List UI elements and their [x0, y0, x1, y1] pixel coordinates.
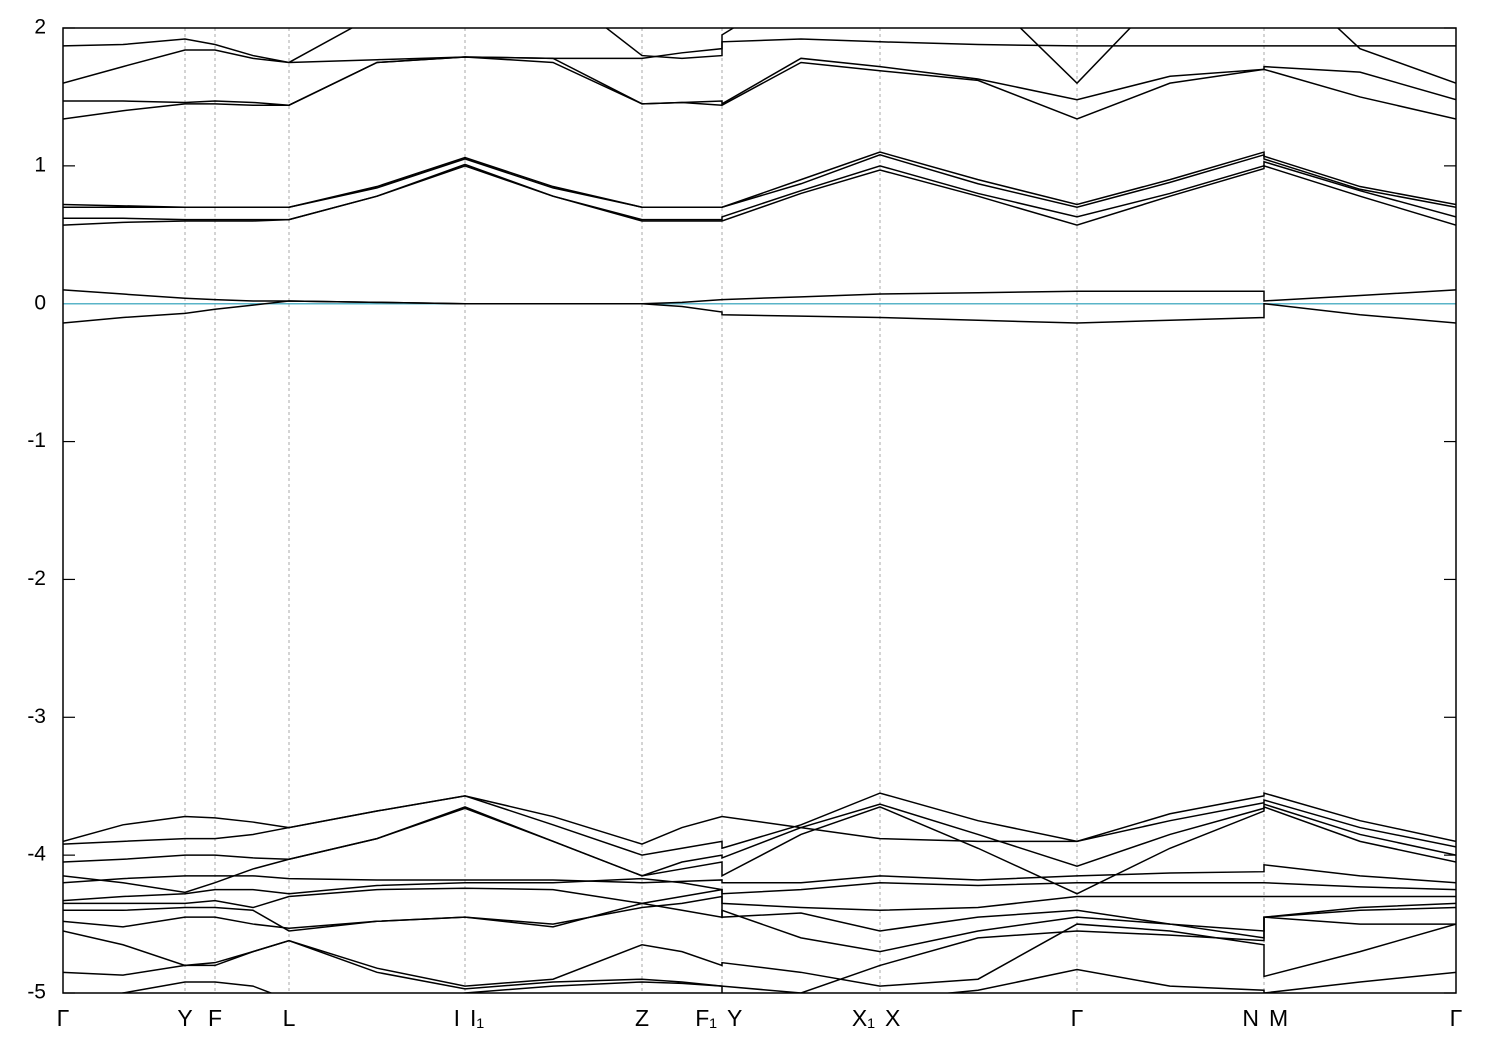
band-line: [63, 300, 1456, 324]
y-tick-label: -4: [27, 843, 46, 866]
x-tick-label: M: [1269, 1005, 1288, 1031]
x-tick-label: N: [1242, 1005, 1259, 1031]
band-line: [63, 877, 1456, 902]
bands: [63, 28, 1456, 993]
band-line: [63, 56, 1456, 120]
band-line: [63, 289, 1456, 305]
band-line: [63, 164, 1456, 226]
band-line: [63, 916, 1456, 993]
x-tick-label: Y: [177, 1005, 192, 1031]
band-line: [63, 923, 1456, 987]
band-line: [63, 160, 1456, 221]
band-line: [63, 887, 1456, 912]
y-tick-label: 1: [34, 153, 46, 176]
x-tick-label: X₁: [852, 1005, 875, 1031]
x-tick-label: Z: [635, 1005, 649, 1031]
x-tick-label: X: [885, 1005, 900, 1031]
y-tick-label: -5: [27, 981, 46, 1004]
x-tick-label: Γ: [1450, 1005, 1463, 1031]
band-line: [63, 792, 1456, 856]
y-tick-label: 0: [34, 291, 46, 314]
band-line: [63, 863, 1456, 884]
y-tick-label: -1: [27, 429, 46, 452]
x-tick-label: Γ: [57, 1005, 70, 1031]
band-line: [63, 902, 1456, 953]
x-tick-label: L: [283, 1005, 296, 1031]
band-line: [63, 792, 1456, 845]
x-tick-label: F₁: [695, 1005, 717, 1031]
band-line: [63, 56, 1456, 106]
band-line: [63, 153, 1456, 208]
x-tick-label: Γ: [1071, 1005, 1084, 1031]
grid: [62, 27, 1457, 994]
band-line: [63, 895, 1456, 932]
x-tick-label: I₁: [470, 1005, 484, 1031]
y-tick-label: -3: [27, 705, 46, 728]
band-line: [119, 968, 1456, 993]
x-tick-label: Y: [727, 1005, 742, 1031]
band-line: [63, 28, 1456, 85]
x-tick-label: F: [208, 1005, 222, 1031]
y-tick-label: 2: [34, 16, 46, 39]
band-line: [63, 803, 1456, 877]
band-line: [63, 38, 1456, 64]
x-tick-label: I: [454, 1005, 460, 1031]
plot-frame: [62, 27, 1457, 994]
band-line: [63, 805, 1456, 895]
y-tick-label: -2: [27, 567, 46, 590]
